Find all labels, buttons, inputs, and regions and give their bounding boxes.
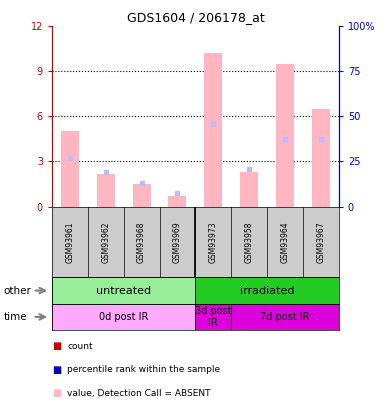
Bar — [52, 277, 195, 304]
Text: GSM93961: GSM93961 — [65, 221, 74, 263]
Bar — [195, 304, 231, 330]
Bar — [195, 277, 339, 304]
Text: ■: ■ — [52, 365, 61, 375]
Text: untreated: untreated — [96, 286, 151, 296]
Text: count: count — [67, 342, 93, 351]
Text: GSM93964: GSM93964 — [281, 221, 290, 263]
Text: other: other — [4, 286, 32, 296]
Bar — [133, 184, 151, 207]
Text: GSM93973: GSM93973 — [209, 221, 218, 263]
Bar — [52, 304, 195, 330]
Bar — [61, 132, 79, 207]
Text: 0d post IR: 0d post IR — [99, 312, 148, 322]
Text: GSM93968: GSM93968 — [137, 221, 146, 263]
Text: 3d post
IR: 3d post IR — [195, 306, 231, 328]
Title: GDS1604 / 206178_at: GDS1604 / 206178_at — [127, 11, 264, 24]
Text: irradiated: irradiated — [240, 286, 295, 296]
Bar — [312, 109, 330, 207]
Text: GSM93969: GSM93969 — [173, 221, 182, 263]
Bar — [240, 172, 258, 207]
Text: ■: ■ — [52, 341, 61, 351]
Bar — [204, 53, 222, 207]
Text: value, Detection Call = ABSENT: value, Detection Call = ABSENT — [67, 389, 211, 398]
Text: percentile rank within the sample: percentile rank within the sample — [67, 365, 221, 374]
Bar — [276, 64, 294, 207]
Text: time: time — [4, 312, 27, 322]
Text: 7d post IR: 7d post IR — [260, 312, 310, 322]
Text: GSM93958: GSM93958 — [244, 221, 254, 263]
Text: GSM93962: GSM93962 — [101, 221, 110, 263]
Text: ■: ■ — [52, 388, 61, 398]
Bar — [231, 304, 339, 330]
Bar — [169, 196, 186, 207]
Text: GSM93967: GSM93967 — [316, 221, 325, 263]
Bar — [97, 173, 115, 207]
